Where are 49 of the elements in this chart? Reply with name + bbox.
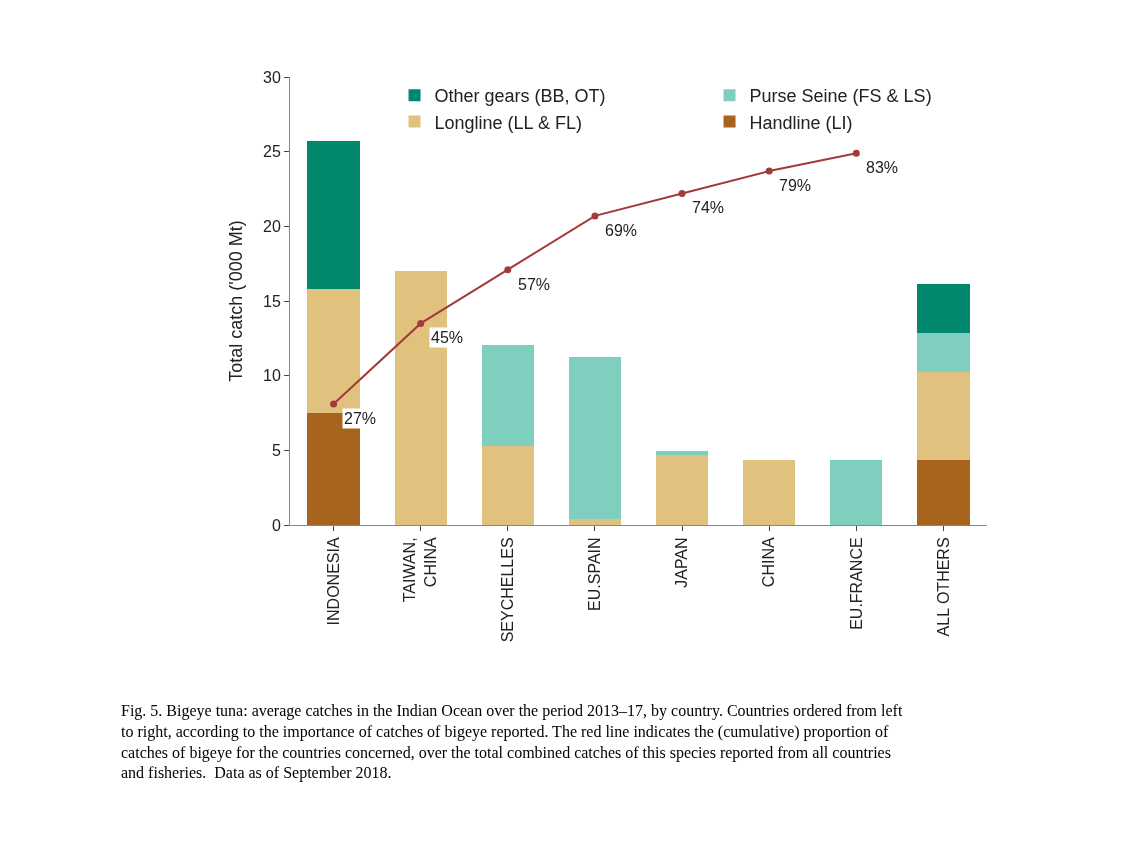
bar — [568, 519, 622, 525]
data-label: 74% — [692, 199, 725, 216]
bar — [307, 141, 360, 290]
data-label: 45% — [431, 329, 464, 346]
y-tick-label: 20 — [263, 217, 281, 235]
y-axis-title: Total catch ('000 Mt) — [226, 220, 247, 382]
point — [678, 189, 686, 197]
data-label: 27% — [344, 410, 377, 427]
bar — [830, 460, 883, 525]
x-tick-label: CHINA — [760, 537, 778, 588]
bar — [307, 289, 360, 413]
bar — [568, 357, 622, 520]
y-tick-label: 0 — [271, 516, 281, 534]
bar — [481, 445, 534, 525]
y-tick-label: 30 — [263, 68, 281, 86]
x-tick-label: EU.SPAIN — [586, 537, 604, 611]
bar — [917, 333, 970, 372]
y-tick-label: 10 — [263, 367, 281, 385]
x-tick-label: JAPAN — [673, 537, 691, 588]
x-tick-label: EU.FRANCE — [847, 537, 865, 630]
bar — [917, 460, 970, 525]
data-label: 83% — [866, 159, 899, 176]
x-tick-label: ALL OTHERS — [934, 537, 952, 637]
legend-label: Handline (LI) — [749, 112, 853, 133]
data-label: 79% — [779, 177, 812, 194]
point — [852, 149, 860, 157]
x-tick-label: INDONESIA — [324, 537, 342, 626]
data-label: 69% — [605, 222, 638, 239]
x-tick-label: TAIWAN, CHINA — [401, 537, 440, 603]
point — [504, 266, 512, 274]
bar — [481, 345, 534, 446]
bar — [917, 371, 970, 461]
point — [330, 400, 338, 408]
point — [765, 167, 773, 175]
y-tick-label: 15 — [263, 292, 281, 310]
legend-label: Longline (LL & FL) — [434, 112, 582, 133]
x-tick-label: SEYCHELLES — [499, 537, 517, 643]
y-tick-label: 25 — [263, 143, 281, 161]
y-tick-label: 5 — [271, 441, 281, 459]
data-label: 57% — [518, 276, 551, 293]
point — [591, 212, 599, 220]
bar — [743, 460, 796, 525]
bar — [917, 283, 970, 334]
caption: Fig. 5. Bigeye tuna: average catches in the Indian Ocean over the period 2013–17, by country. Countries ordered from left to right, according to the importance of catches of bigeye reported. The red line indicates the (cumulative) proportion of catches of bigeye for the countries concerned, over the total combined catches of this species reported from all countries and fisheries. Data as of September 2018. — [121, 702, 903, 783]
legend-label: Purse Seine (FS & LS) — [749, 86, 932, 107]
bar — [655, 454, 709, 525]
legend-label: Other gears (BB, OT) — [434, 86, 606, 107]
bar — [655, 451, 709, 455]
point — [417, 319, 425, 327]
